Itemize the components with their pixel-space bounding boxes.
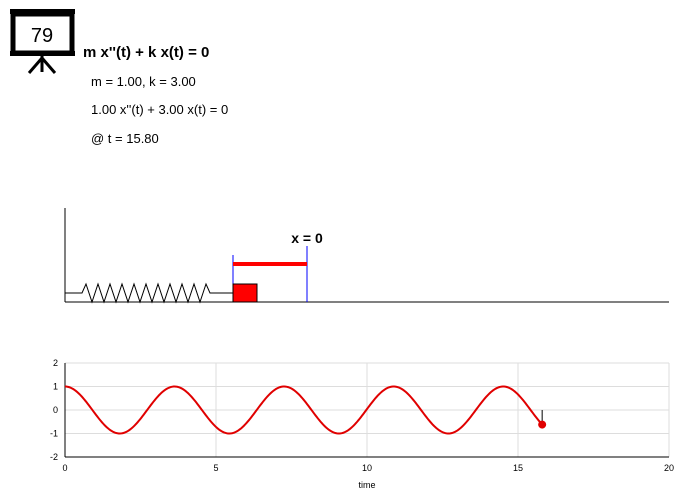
x-tick-label: 20 <box>664 463 674 473</box>
current-point <box>538 420 547 429</box>
y-tick-label: 1 <box>53 382 58 392</box>
y-tick-label: 0 <box>53 405 58 415</box>
spring <box>65 282 233 304</box>
equation-params: m = 1.00, k = 3.00 <box>91 74 196 89</box>
displacement-chart: -2 -1 0 1 2 0 5 10 15 20 time <box>50 358 674 490</box>
badge-number: 79 <box>31 25 53 47</box>
time-readout: @ t = 15.80 <box>91 131 159 146</box>
displacement-series-line <box>64 385 543 435</box>
x-tick-label: 5 <box>213 463 218 473</box>
spring-diagram: x = 0 <box>64 208 669 304</box>
x-tick-label: 15 <box>513 463 523 473</box>
y-tick-label: 2 <box>53 358 58 368</box>
y-tick-label: -2 <box>50 452 58 462</box>
x-axis-title: time <box>358 480 375 490</box>
mass-block <box>232 283 258 303</box>
y-tick-label: -1 <box>50 429 58 439</box>
x-tick-label: 10 <box>362 463 372 473</box>
badge: 79 <box>10 9 75 74</box>
equation-specific: 1.00 x''(t) + 3.00 x(t) = 0 <box>91 102 228 117</box>
projector-screen-icon <box>10 9 75 74</box>
equation-general: m x''(t) + k x(t) = 0 <box>83 44 209 61</box>
equilibrium-label: x = 0 <box>291 230 323 246</box>
x-tick-label: 0 <box>62 463 67 473</box>
